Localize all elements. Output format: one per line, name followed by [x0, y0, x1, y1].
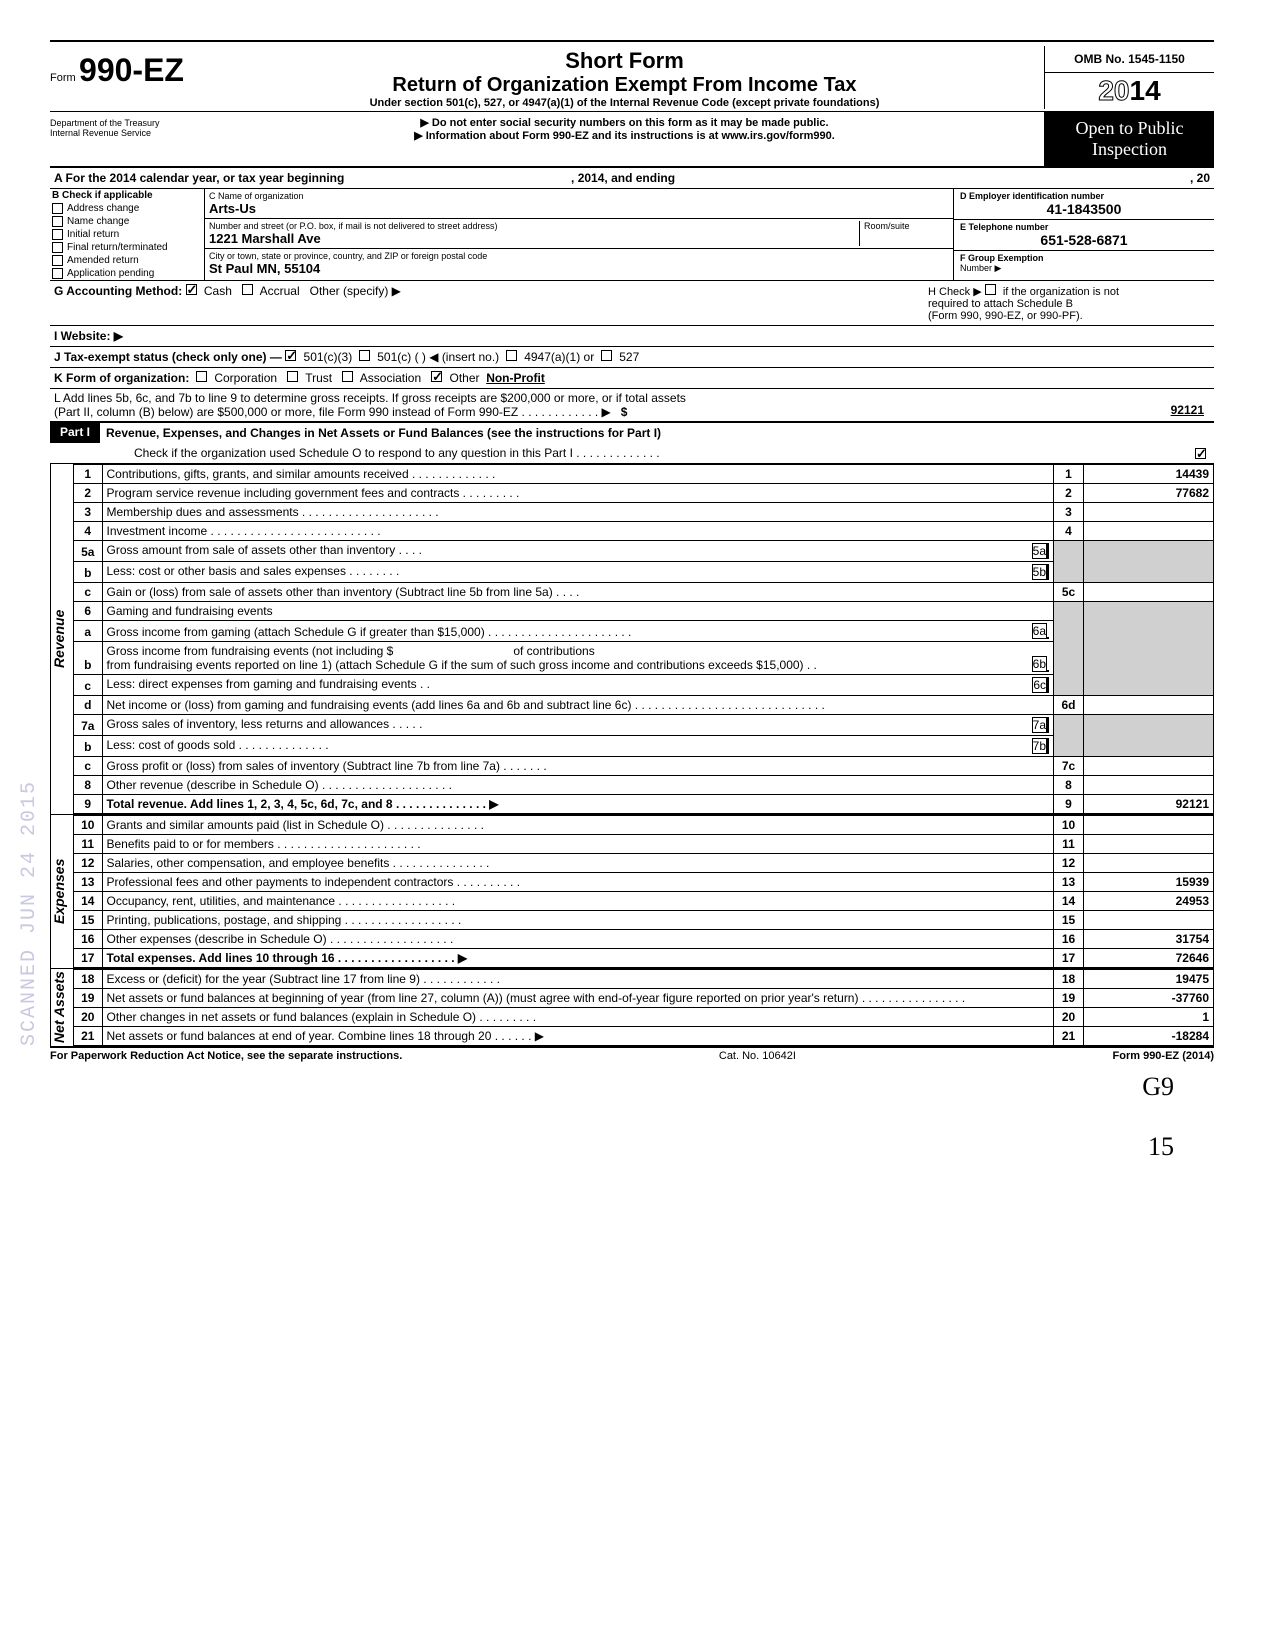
handwritten-g9: G9: [50, 1072, 1174, 1102]
footer-center: Cat. No. 10642I: [719, 1050, 796, 1062]
k-other-val: Non-Profit: [486, 371, 545, 385]
title-under: Under section 501(c), 527, or 4947(a)(1)…: [211, 97, 1038, 109]
side-expenses: Expenses: [50, 815, 74, 968]
phone: 651-528-6871: [960, 232, 1208, 248]
chk-4947[interactable]: [506, 350, 517, 361]
city: St Paul MN, 55104: [209, 261, 949, 276]
side-revenue: Revenue: [50, 464, 74, 814]
part1-check: Check if the organization used Schedule …: [54, 446, 1195, 460]
dept-2: Internal Revenue Service: [50, 128, 203, 138]
row-a-right: , 20: [954, 168, 1214, 188]
h-text1: H Check ▶: [928, 286, 982, 298]
chk-cash[interactable]: [186, 284, 197, 295]
ein: 41-1843500: [960, 201, 1208, 217]
chk-amended[interactable]: [52, 255, 63, 266]
part1-label: Part I: [50, 422, 100, 443]
footer-left: For Paperwork Reduction Act Notice, see …: [50, 1050, 402, 1062]
j-label: J Tax-exempt status (check only one) —: [54, 350, 282, 364]
addr: 1221 Marshall Ave: [209, 231, 859, 246]
chk-initial[interactable]: [52, 229, 63, 240]
footer-right: Form 990-EZ (2014): [1113, 1050, 1214, 1062]
dept-1: Department of the Treasury: [50, 118, 203, 128]
room-label: Room/suite: [864, 221, 949, 231]
chk-501c[interactable]: [359, 350, 370, 361]
chk-h[interactable]: [985, 284, 996, 295]
chk-assoc[interactable]: [342, 371, 353, 382]
h-text2: if the organization is not: [1003, 286, 1119, 298]
i-label: I Website: ▶: [54, 329, 123, 343]
e-label: E Telephone number: [960, 222, 1208, 232]
chk-address[interactable]: [52, 203, 63, 214]
chk-501c3[interactable]: [285, 350, 296, 361]
chk-other[interactable]: [431, 371, 442, 382]
h-text3: required to attach Schedule B: [928, 298, 1073, 310]
k-label: K Form of organization:: [54, 371, 189, 385]
city-label: City or town, state or province, country…: [209, 251, 949, 261]
f-label2: Number ▶: [960, 263, 1208, 274]
handwritten-15: 15: [50, 1102, 1174, 1162]
netassets-table: 18Excess or (deficit) for the year (Subt…: [74, 969, 1214, 1046]
form-code: 990-EZ: [79, 52, 184, 88]
org-name: Arts-Us: [209, 201, 949, 216]
scan-stamp: SCANNED JUN 24 2015: [18, 780, 41, 1046]
note-1: ▶ Do not enter social security numbers o…: [209, 116, 1040, 129]
header: Form 990-EZ Short Form Return of Organiz…: [50, 46, 1214, 111]
l-line2: (Part II, column (B) below) are $500,000…: [54, 405, 611, 419]
omb-number: OMB No. 1545-1150: [1045, 46, 1214, 73]
side-netassets: Net Assets: [50, 969, 74, 1046]
h-text4: (Form 990, 990-EZ, or 990-PF).: [928, 310, 1083, 322]
part1-title: Revenue, Expenses, and Changes in Net As…: [100, 422, 1214, 443]
form-prefix: Form: [50, 72, 76, 84]
b-header: B Check if applicable: [50, 189, 204, 202]
expenses-table: 10Grants and similar amounts paid (list …: [74, 815, 1214, 968]
f-label: F Group Exemption: [960, 253, 1208, 263]
title-main: Short Form: [211, 48, 1038, 74]
form-page: Form 990-EZ Short Form Return of Organiz…: [50, 40, 1214, 1062]
revenue-table: 1Contributions, gifts, grants, and simil…: [74, 464, 1214, 814]
d-label: D Employer identification number: [960, 191, 1208, 201]
chk-final[interactable]: [52, 242, 63, 253]
row-a-mid: , 2014, and ending: [571, 171, 675, 185]
open-public-1: Open to Public: [1047, 118, 1212, 139]
chk-527[interactable]: [601, 350, 612, 361]
year: 2014: [1045, 73, 1214, 109]
chk-pending[interactable]: [52, 268, 63, 279]
chk-corp[interactable]: [196, 371, 207, 382]
chk-accrual[interactable]: [242, 284, 253, 295]
addr-label: Number and street (or P.O. box, if mail …: [209, 221, 859, 231]
chk-name[interactable]: [52, 216, 63, 227]
g-label: G Accounting Method:: [54, 284, 182, 298]
c-label: C Name of organization: [209, 191, 949, 201]
l-amount: 92121: [1070, 401, 1210, 419]
chk-part1-schedO[interactable]: [1195, 448, 1206, 459]
open-public-2: Inspection: [1047, 139, 1212, 160]
note-2: ▶ Information about Form 990-EZ and its …: [209, 129, 1040, 142]
row-a-left: A For the 2014 calendar year, or tax yea…: [54, 171, 344, 185]
title-sub: Return of Organization Exempt From Incom…: [211, 74, 1038, 97]
chk-trust[interactable]: [287, 371, 298, 382]
l-line1: L Add lines 5b, 6c, and 7b to line 9 to …: [54, 391, 686, 405]
